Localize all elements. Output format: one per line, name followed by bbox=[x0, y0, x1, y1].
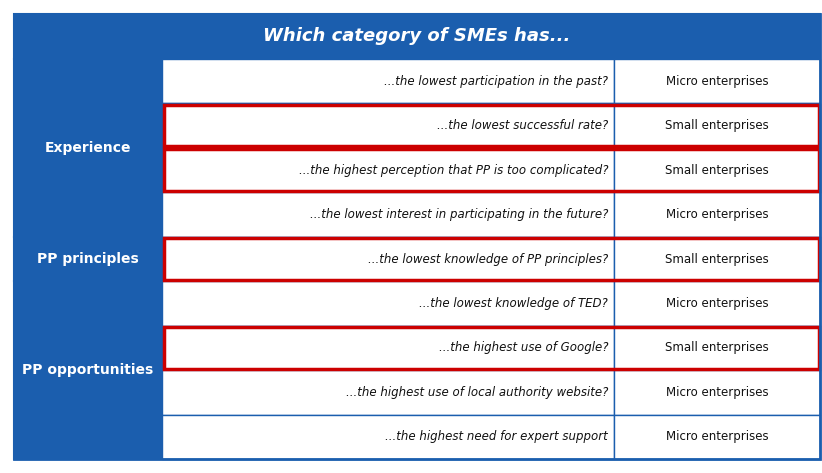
Text: Small enterprises: Small enterprises bbox=[665, 164, 769, 176]
Bar bbox=[14, 14, 820, 59]
Bar bbox=[164, 105, 819, 146]
Bar bbox=[614, 414, 820, 459]
Bar bbox=[14, 59, 162, 237]
Text: Micro enterprises: Micro enterprises bbox=[666, 430, 769, 443]
Text: ...the lowest interest in participating in the future?: ...the lowest interest in participating … bbox=[310, 208, 608, 221]
Bar bbox=[614, 237, 820, 281]
Text: PP principles: PP principles bbox=[37, 252, 139, 266]
Bar bbox=[614, 104, 820, 148]
Bar bbox=[614, 281, 820, 326]
Text: ...the lowest knowledge of PP principles?: ...the lowest knowledge of PP principles… bbox=[367, 253, 608, 265]
Bar bbox=[164, 238, 819, 280]
Bar bbox=[14, 281, 162, 459]
Bar bbox=[614, 326, 820, 370]
Bar bbox=[162, 237, 614, 281]
Text: ...the highest perception that PP is too complicated?: ...the highest perception that PP is too… bbox=[298, 164, 608, 176]
Text: ...the highest need for expert support: ...the highest need for expert support bbox=[386, 430, 608, 443]
Bar bbox=[614, 59, 820, 104]
Bar bbox=[614, 370, 820, 414]
Text: Micro enterprises: Micro enterprises bbox=[666, 297, 769, 310]
Bar bbox=[162, 326, 614, 370]
Text: Small enterprises: Small enterprises bbox=[665, 253, 769, 265]
Text: Micro enterprises: Micro enterprises bbox=[666, 208, 769, 221]
Bar bbox=[162, 104, 614, 148]
Bar bbox=[162, 414, 614, 459]
Bar bbox=[162, 370, 614, 414]
Bar bbox=[614, 193, 820, 237]
Text: Small enterprises: Small enterprises bbox=[665, 119, 769, 132]
Bar bbox=[162, 59, 614, 104]
Bar bbox=[162, 281, 614, 326]
Text: ...the lowest knowledge of TED?: ...the lowest knowledge of TED? bbox=[419, 297, 608, 310]
Text: ...the highest use of local authority website?: ...the highest use of local authority we… bbox=[345, 386, 608, 399]
Bar bbox=[164, 149, 819, 191]
Text: ...the lowest successful rate?: ...the lowest successful rate? bbox=[436, 119, 608, 132]
Text: Experience: Experience bbox=[44, 141, 132, 155]
Bar bbox=[14, 237, 162, 281]
Text: PP opportunities: PP opportunities bbox=[22, 363, 154, 377]
Bar bbox=[162, 148, 614, 193]
Bar bbox=[162, 193, 614, 237]
Text: ...the highest use of Google?: ...the highest use of Google? bbox=[438, 342, 608, 354]
Bar bbox=[164, 327, 819, 368]
Text: ...the lowest participation in the past?: ...the lowest participation in the past? bbox=[384, 75, 608, 88]
Text: Small enterprises: Small enterprises bbox=[665, 342, 769, 354]
Text: Micro enterprises: Micro enterprises bbox=[666, 386, 769, 399]
Bar bbox=[614, 148, 820, 193]
Text: Micro enterprises: Micro enterprises bbox=[666, 75, 769, 88]
Text: Which category of SMEs has...: Which category of SMEs has... bbox=[263, 27, 570, 45]
